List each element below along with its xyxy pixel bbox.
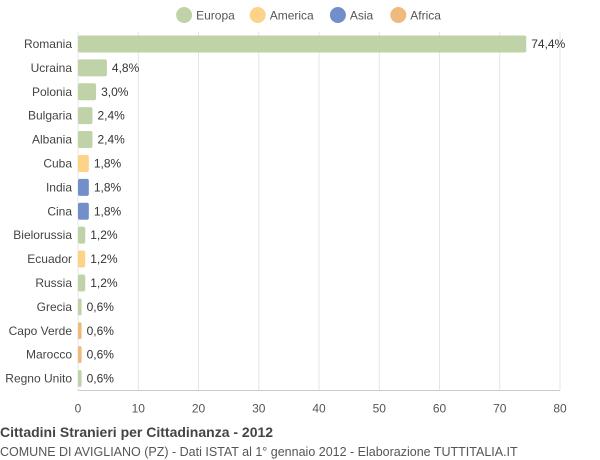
legend-marker-asia	[329, 7, 346, 23]
x-tick-label: 50	[373, 402, 387, 416]
bar-bielorussia	[78, 226, 86, 244]
bar-bulgaria	[78, 107, 93, 125]
bar-chart: 0 10 20 30 40 50 60 70 80 Romania 74,4% Ucraina 4,8%…	[5, 7, 567, 416]
chart-subtitle: COMUNE DI AVIGLIANO (PZ) - Dati ISTAT al…	[0, 445, 518, 459]
bar-ecuador	[78, 250, 86, 268]
bar-grecia	[78, 298, 82, 316]
bar-capo-verde	[78, 322, 82, 340]
bar-romania	[78, 35, 527, 53]
legend-label-asia: Asia	[350, 9, 374, 23]
bar-india	[78, 178, 89, 196]
bar-albania	[78, 131, 93, 149]
x-tick-label: 20	[192, 402, 206, 416]
category-label: Cuba	[43, 156, 72, 170]
category-label: Bulgaria	[28, 109, 72, 123]
legend-marker-america	[249, 7, 266, 23]
value-label: 0,6%	[87, 324, 115, 338]
x-tick-label: 60	[433, 402, 447, 416]
bar-ucraina	[78, 59, 107, 77]
bar-cina	[78, 202, 89, 220]
legend-label-america: America	[270, 9, 314, 23]
category-label: Polonia	[32, 85, 72, 99]
bar-marocco	[78, 346, 82, 364]
category-label: Marocco	[26, 348, 72, 362]
x-tick-label: 40	[312, 402, 326, 416]
value-label: 2,4%	[97, 133, 125, 147]
bar-regno-unito	[78, 370, 82, 388]
category-label: Capo Verde	[9, 324, 73, 338]
value-label: 1,2%	[90, 228, 118, 242]
value-label: 0,6%	[87, 300, 115, 314]
category-label: Ecuador	[27, 252, 72, 266]
legend-marker-africa	[390, 7, 407, 23]
category-label: Cina	[47, 204, 72, 218]
x-tick-label: 10	[132, 402, 146, 416]
bar-polonia	[78, 83, 97, 101]
bar-cuba	[78, 154, 89, 172]
x-tick-label: 70	[493, 402, 507, 416]
bar-russia	[78, 274, 86, 292]
value-label: 0,6%	[87, 372, 115, 386]
value-label: 1,2%	[90, 252, 118, 266]
category-label: Grecia	[37, 300, 73, 314]
legend-label-africa: Africa	[410, 9, 441, 23]
legend-label-europa: Europa	[196, 9, 235, 23]
value-label: 1,8%	[94, 204, 122, 218]
value-label: 4,8%	[112, 61, 140, 75]
category-label: Bielorussia	[13, 228, 72, 242]
x-tick-label: 80	[553, 402, 567, 416]
x-tick-label: 30	[252, 402, 266, 416]
category-label: Russia	[35, 276, 72, 290]
category-label: India	[46, 180, 72, 194]
category-label: Regno Unito	[5, 372, 72, 386]
legend-marker-europa	[176, 7, 193, 23]
category-label: Albania	[32, 133, 72, 147]
value-label: 3,0%	[101, 85, 129, 99]
x-tick-label: 0	[75, 402, 82, 416]
value-label: 1,8%	[94, 180, 122, 194]
value-label: 1,2%	[90, 276, 118, 290]
value-label: 0,6%	[87, 348, 115, 362]
category-label: Ucraina	[31, 61, 73, 75]
category-label: Romania	[24, 37, 72, 51]
value-label: 74,4%	[531, 37, 565, 51]
value-label: 1,8%	[94, 156, 122, 170]
value-label: 2,4%	[97, 109, 125, 123]
chart-title: Cittadini Stranieri per Cittadinanza - 2…	[0, 424, 274, 440]
